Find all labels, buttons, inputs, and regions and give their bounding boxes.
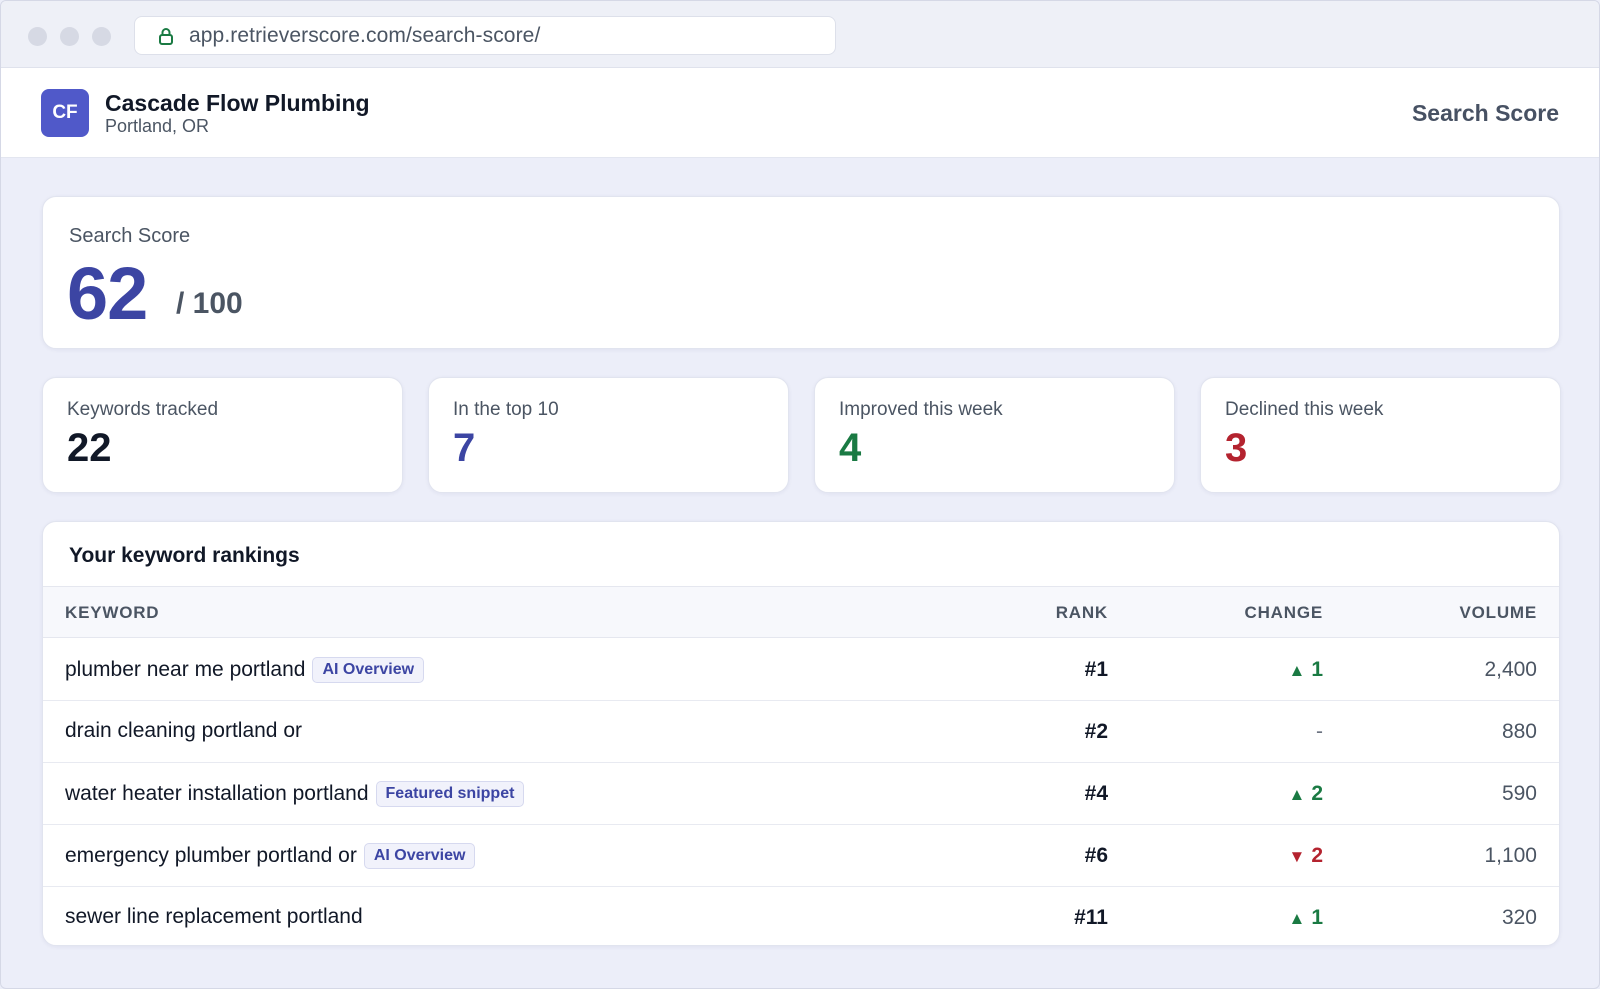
business-name: Cascade Flow Plumbing xyxy=(105,90,370,116)
stat-value: 4 xyxy=(839,426,862,470)
change-value: - xyxy=(1316,720,1323,743)
rank-cell: #6 xyxy=(1084,844,1108,867)
table-row[interactable]: emergency plumber portland or AI Overvie… xyxy=(43,825,1559,887)
stat-card-improved: Improved this week 4 xyxy=(814,377,1175,493)
column-header-keyword[interactable]: KEYWORD xyxy=(65,603,160,622)
window-maximize-dot[interactable] xyxy=(92,27,111,46)
change-cell: ▲ 1 xyxy=(1288,906,1323,930)
volume-cell: 320 xyxy=(1501,906,1537,929)
column-header-change[interactable]: CHANGE xyxy=(1244,603,1323,622)
rank-cell: #11 xyxy=(1074,906,1108,929)
change-cell: - xyxy=(1316,720,1323,744)
change-cell: ▲ 1 xyxy=(1288,658,1323,682)
table-row[interactable]: water heater installation portland Featu… xyxy=(43,763,1559,825)
keyword-cell: water heater installation portland Featu… xyxy=(65,781,525,807)
volume-cell: 880 xyxy=(1501,720,1537,743)
stat-card-keywords-tracked: Keywords tracked 22 xyxy=(42,377,403,493)
serp-feature-badge: Featured snippet xyxy=(375,781,525,807)
arrow-up-icon: ▲ xyxy=(1288,661,1306,680)
volume-cell: 590 xyxy=(1501,782,1537,805)
arrow-down-icon: ▼ xyxy=(1288,847,1306,866)
stat-label: Improved this week xyxy=(839,399,1003,420)
column-header-volume[interactable]: VOLUME xyxy=(1459,603,1537,622)
keyword-cell: sewer line replacement portland xyxy=(65,905,363,929)
window-minimize-dot[interactable] xyxy=(60,27,79,46)
volume-cell: 1,100 xyxy=(1484,844,1537,867)
change-value: 2 xyxy=(1311,844,1323,867)
change-cell: ▼ 2 xyxy=(1288,844,1323,868)
stat-label: In the top 10 xyxy=(453,399,559,420)
keyword-cell: plumber near me portland AI Overview xyxy=(65,657,425,683)
rank-cell: #4 xyxy=(1084,782,1108,805)
score-value: 62 xyxy=(67,252,148,335)
window-close-dot[interactable] xyxy=(28,27,47,46)
change-value: 1 xyxy=(1311,906,1323,929)
table-row[interactable]: sewer line replacement portland #11 ▲ 1 3… xyxy=(43,887,1559,945)
lock-icon xyxy=(155,25,177,47)
stat-card-top-10: In the top 10 7 xyxy=(428,377,789,493)
table-row[interactable]: plumber near me portland AI Overview #1 … xyxy=(43,639,1559,701)
change-value: 1 xyxy=(1311,658,1323,681)
change-value: 2 xyxy=(1311,782,1323,805)
keyword-text: water heater installation portland xyxy=(65,782,369,805)
score-label: Search Score xyxy=(69,225,191,247)
rank-cell: #2 xyxy=(1084,720,1108,743)
keyword-text: emergency plumber portland or xyxy=(65,844,357,867)
keyword-cell: emergency plumber portland or AI Overvie… xyxy=(65,843,476,869)
serp-feature-badge: AI Overview xyxy=(363,843,476,869)
change-cell: ▲ 2 xyxy=(1288,782,1323,806)
arrow-up-icon: ▲ xyxy=(1288,785,1306,804)
business-location: Portland, OR xyxy=(105,116,210,136)
rankings-title: Your keyword rankings xyxy=(69,544,300,567)
rank-cell: #1 xyxy=(1084,658,1108,681)
column-header-rank[interactable]: RANK xyxy=(1055,603,1108,622)
keyword-rankings-card: Your keyword rankings KEYWORD RANK CHANG… xyxy=(42,521,1560,946)
table-header: KEYWORD RANK CHANGE VOLUME xyxy=(43,586,1559,638)
stat-label: Keywords tracked xyxy=(67,399,219,420)
arrow-up-icon: ▲ xyxy=(1288,909,1306,928)
stat-value: 22 xyxy=(67,426,112,470)
table-row[interactable]: drain cleaning portland or #2 - 880 xyxy=(43,701,1559,763)
volume-cell: 2,400 xyxy=(1484,658,1537,681)
serp-feature-badge: AI Overview xyxy=(312,657,425,683)
stat-value: 7 xyxy=(453,426,476,470)
business-avatar: CF xyxy=(41,89,89,137)
stat-value: 3 xyxy=(1225,426,1248,470)
url-text: app.retrieverscore.com/search-score/ xyxy=(189,23,541,47)
app-header: CF Cascade Flow Plumbing Portland, OR Se… xyxy=(1,68,1599,158)
keyword-text: drain cleaning portland or xyxy=(65,719,302,742)
keyword-text: sewer line replacement portland xyxy=(65,905,363,928)
keyword-cell: drain cleaning portland or xyxy=(65,719,302,743)
score-max: / 100 xyxy=(176,287,243,320)
address-bar[interactable]: app.retrieverscore.com/search-score/ xyxy=(134,16,836,55)
nav-search-score[interactable]: Search Score xyxy=(1411,100,1559,126)
browser-chrome: app.retrieverscore.com/search-score/ xyxy=(1,1,1599,68)
stat-card-declined: Declined this week 3 xyxy=(1200,377,1561,493)
search-score-card: Search Score 62 / 100 xyxy=(42,196,1560,349)
stat-label: Declined this week xyxy=(1225,399,1384,420)
keyword-text: plumber near me portland xyxy=(65,658,306,681)
